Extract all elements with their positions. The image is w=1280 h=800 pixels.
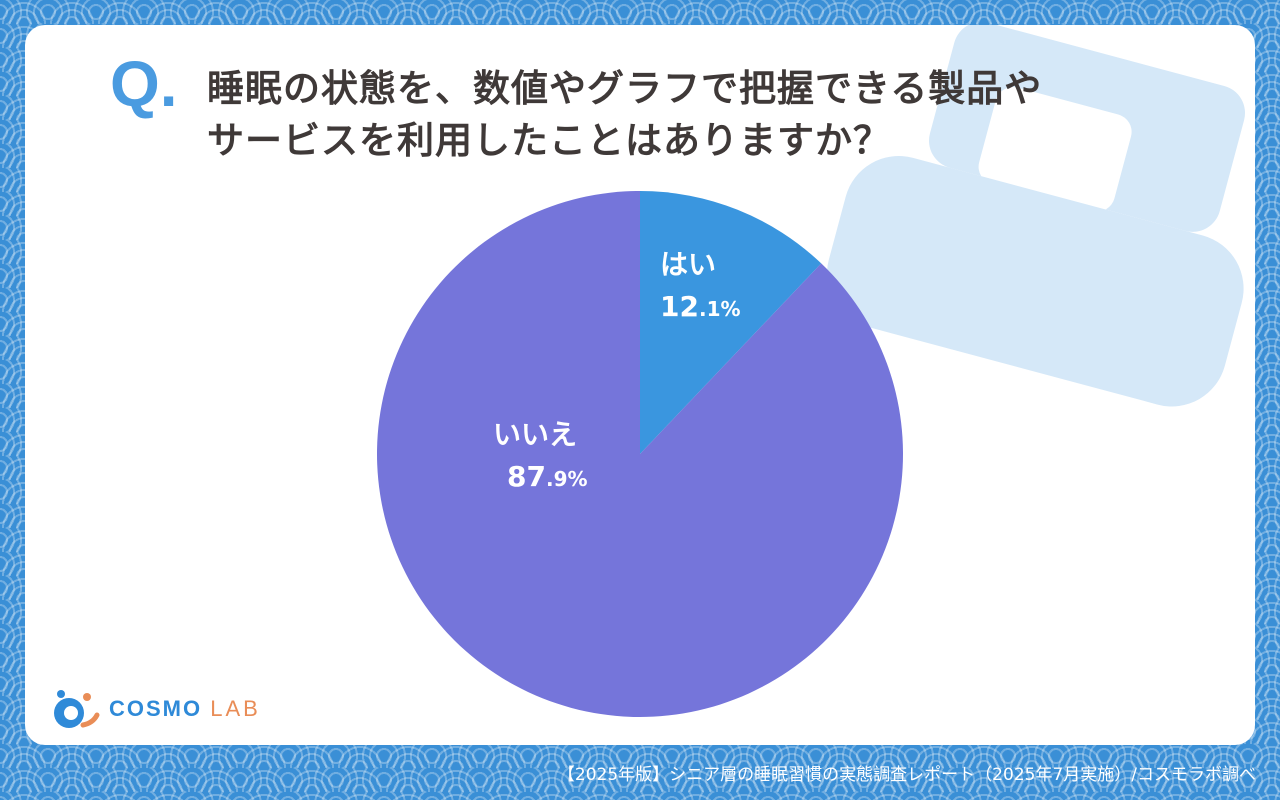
slice-name-no: いいえ [493, 418, 578, 451]
pie-slice-no [377, 191, 904, 717]
question-text: 睡眠の状態を、数値やグラフで把握できる製品や サービスを利用したことはありますか… [207, 63, 1227, 167]
bed-pillow-shape [826, 156, 1244, 407]
question-line-2: サービスを利用したことはありますか？ [207, 119, 891, 162]
slice-percent-yes: 12.1% [660, 289, 741, 323]
cosmo-lab-logo-icon [54, 690, 100, 728]
bed-illustration [826, 25, 1246, 407]
slice-name-yes: はい [660, 248, 717, 281]
pie-slice-yes [640, 191, 822, 454]
brand-name: COSMO LAB [109, 696, 261, 721]
source-footer: 【2025年版】シニア層の睡眠習慣の実態調査レポート（2025年7月実施）/コス… [557, 765, 1256, 785]
content-card: Q. 睡眠の状態を、数値やグラフで把握できる製品や サービスを利用したことはあり… [25, 25, 1255, 745]
bed-headboard-cutout [978, 86, 1132, 212]
question-mark-label: Q. [110, 48, 178, 120]
slice-percent-no: 87.9% [507, 459, 588, 493]
question-line-1: 睡眠の状態を、数値やグラフで把握できる製品や [207, 67, 1043, 110]
pie-chart [377, 191, 904, 717]
cosmo-lab-logo: COSMO LAB [47, 685, 261, 733]
slice-label-no: いいえ 87.9% [493, 418, 588, 493]
slice-label-yes: はい 12.1% [660, 248, 741, 323]
